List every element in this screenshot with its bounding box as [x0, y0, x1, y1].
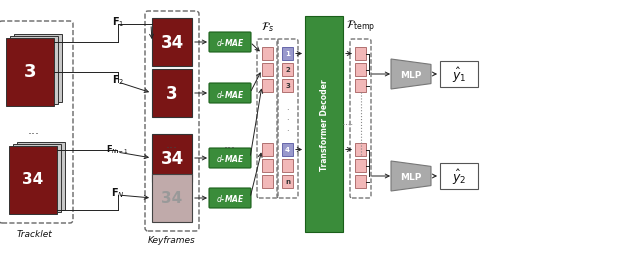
Text: 4: 4 — [285, 147, 290, 153]
Bar — [13, 145, 61, 212]
Text: ·
·
·: · · · — [286, 106, 289, 135]
Text: $\mathcal{F}_{\mathrm{temp}}$: $\mathcal{F}_{\mathrm{temp}}$ — [346, 19, 375, 35]
Text: $\hat{y}_2$: $\hat{y}_2$ — [452, 167, 466, 186]
Bar — [262, 144, 273, 156]
Text: $\hat{y}_1$: $\hat{y}_1$ — [452, 65, 467, 84]
Text: $d$-MAE: $d$-MAE — [216, 193, 244, 204]
Text: MLP: MLP — [400, 172, 422, 181]
Text: 3: 3 — [166, 85, 178, 103]
Bar — [14, 35, 62, 103]
Bar — [262, 159, 273, 172]
Bar — [282, 80, 293, 93]
Bar — [9, 146, 57, 214]
Bar — [152, 174, 192, 222]
Text: $d$-MAE: $d$-MAE — [216, 37, 244, 48]
Bar — [355, 175, 366, 188]
Text: $\mathcal{F}_s$: $\mathcal{F}_s$ — [261, 20, 274, 34]
Bar — [282, 144, 293, 156]
Bar — [355, 144, 366, 156]
Text: 34: 34 — [22, 172, 44, 187]
Text: Tracklet: Tracklet — [16, 230, 52, 239]
Bar — [282, 159, 293, 172]
Bar — [262, 175, 273, 188]
Bar — [152, 70, 192, 118]
FancyBboxPatch shape — [209, 188, 251, 208]
Bar — [262, 80, 273, 93]
Text: $\mathbf{F}_N$: $\mathbf{F}_N$ — [111, 185, 125, 199]
Polygon shape — [391, 60, 431, 90]
Text: 2: 2 — [285, 67, 290, 73]
Text: 34: 34 — [161, 191, 182, 206]
Bar — [152, 134, 192, 182]
Text: 34: 34 — [161, 149, 184, 167]
Text: ...: ... — [28, 123, 40, 136]
Bar — [282, 48, 293, 61]
Text: Keyframes: Keyframes — [148, 235, 196, 245]
Text: $d$-MAE: $d$-MAE — [216, 88, 244, 99]
Text: ...: ... — [166, 138, 178, 151]
Text: n: n — [285, 179, 290, 185]
Bar — [440, 163, 478, 189]
Text: $\mathbf{F}_{N-1}$: $\mathbf{F}_{N-1}$ — [106, 143, 128, 156]
Text: $\mathbf{F}_1$: $\mathbf{F}_1$ — [112, 15, 124, 29]
FancyBboxPatch shape — [209, 148, 251, 168]
FancyBboxPatch shape — [209, 84, 251, 104]
Text: ...: ... — [224, 138, 236, 151]
Text: MLP: MLP — [400, 70, 422, 79]
Bar — [17, 142, 65, 210]
Bar — [262, 64, 273, 77]
Text: 34: 34 — [161, 34, 184, 52]
Bar — [6, 39, 54, 107]
Text: Transformer Decoder: Transformer Decoder — [319, 79, 328, 170]
Bar — [305, 17, 343, 232]
FancyBboxPatch shape — [209, 33, 251, 53]
Text: $\mathbf{F}_2$: $\mathbf{F}_2$ — [112, 73, 124, 87]
Text: $d$-MAE: $d$-MAE — [216, 153, 244, 164]
Bar — [355, 159, 366, 172]
Bar — [262, 48, 273, 61]
Polygon shape — [391, 161, 431, 191]
Text: 1: 1 — [285, 51, 290, 57]
Text: 3: 3 — [24, 63, 36, 81]
Bar — [282, 175, 293, 188]
Bar — [282, 64, 293, 77]
Bar — [10, 37, 58, 105]
Bar — [355, 48, 366, 61]
Bar — [152, 19, 192, 67]
Bar — [355, 64, 366, 77]
Text: 3: 3 — [285, 83, 290, 89]
Bar — [355, 80, 366, 93]
Bar — [440, 62, 478, 88]
